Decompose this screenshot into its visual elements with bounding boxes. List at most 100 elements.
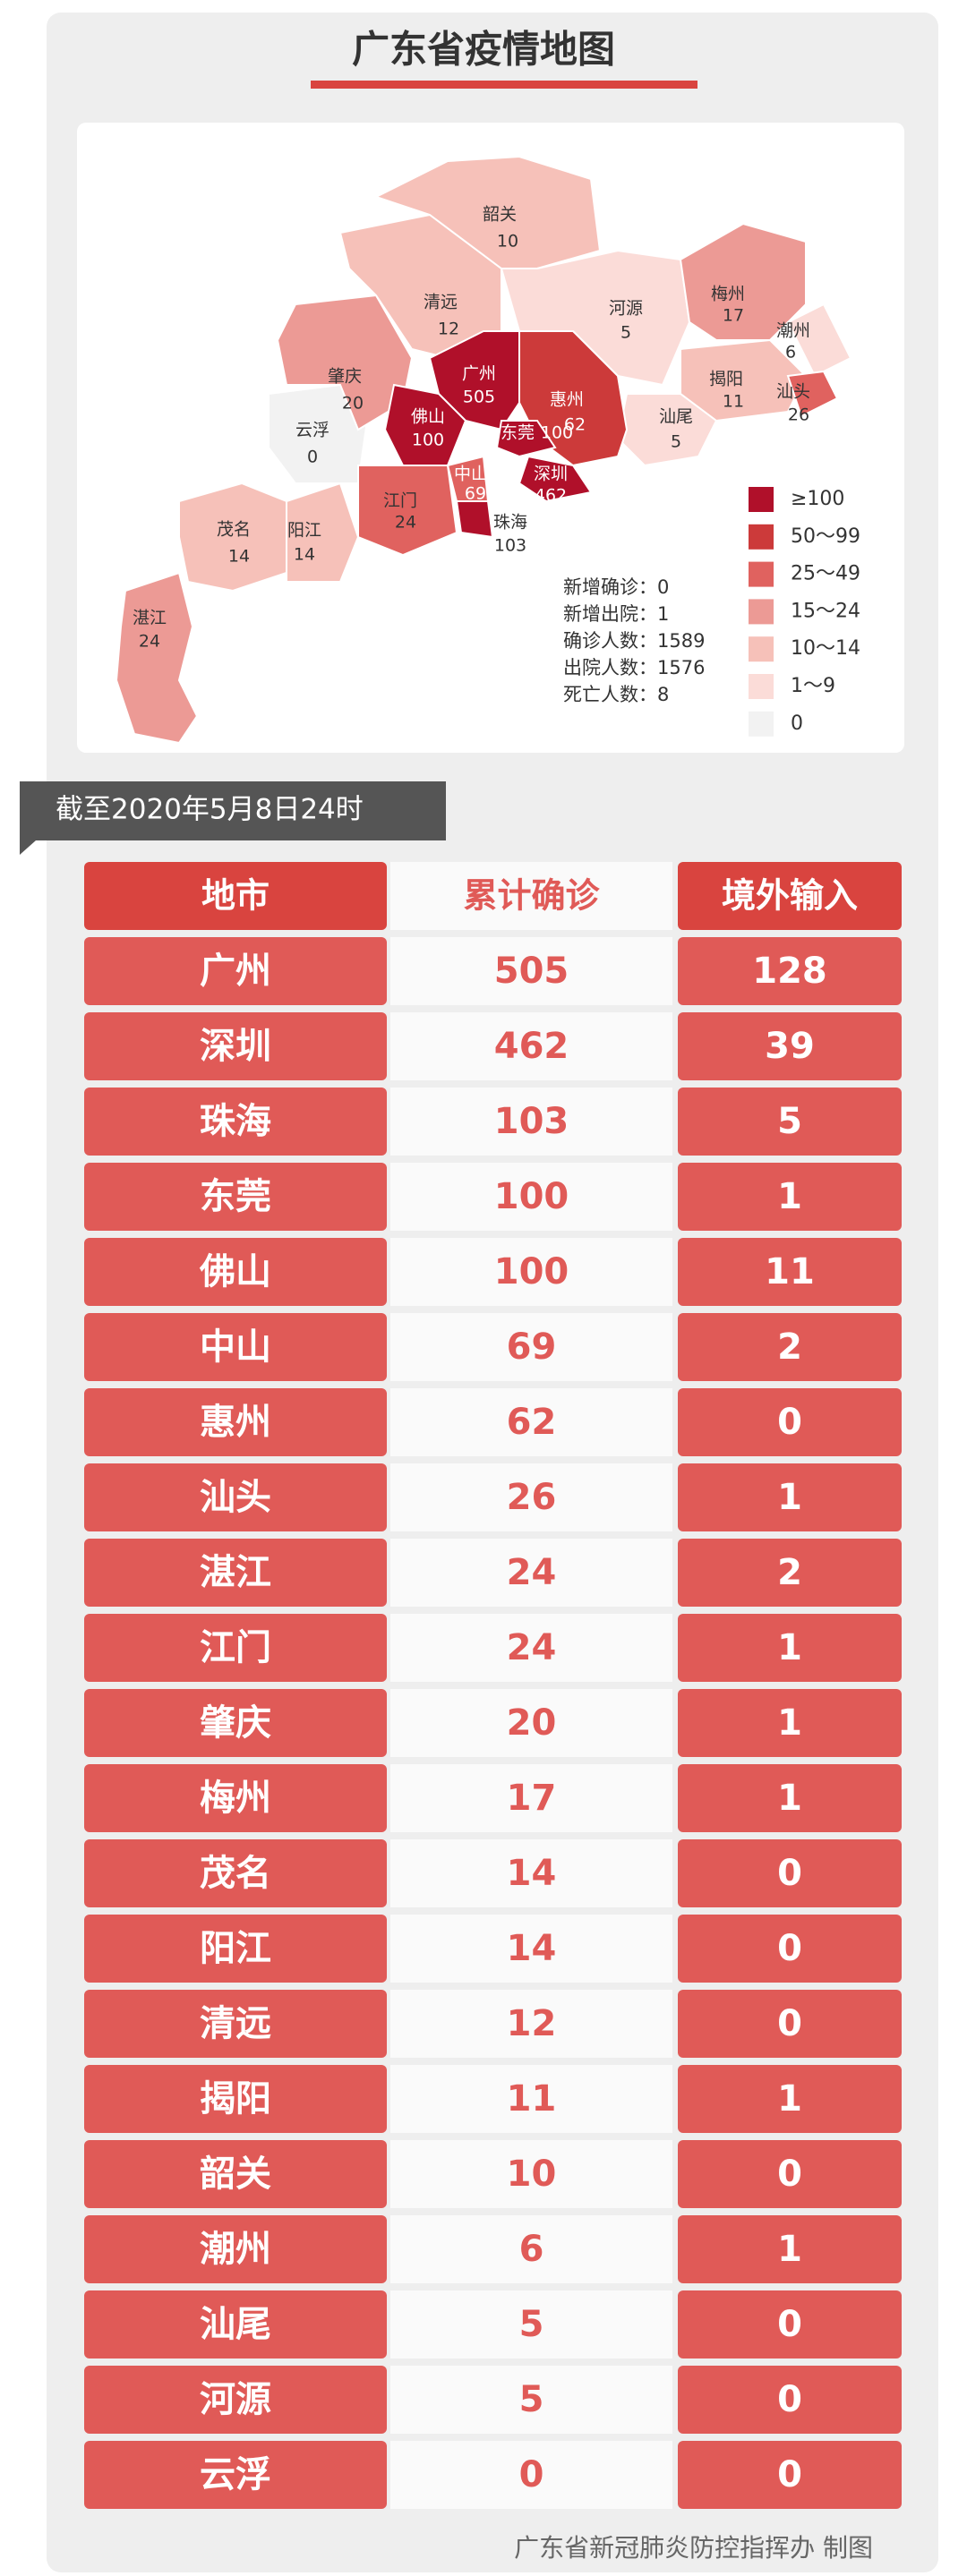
- header-cell: [84, 862, 387, 930]
- map-label-value: 10: [497, 232, 518, 252]
- table-cell: [678, 937, 902, 1005]
- header-text: 累计确诊: [463, 876, 600, 916]
- legend-swatch: [749, 487, 774, 512]
- stat-label: 新增出院：: [563, 603, 657, 625]
- stat: 死亡人数：8: [563, 684, 669, 705]
- map-label-name: 茂名: [217, 520, 251, 540]
- table-cell: [678, 1313, 902, 1381]
- legend-label: ≥100: [791, 488, 844, 510]
- cell-text: 0: [519, 2454, 544, 2495]
- table-cell: [390, 1915, 672, 1983]
- table-cell: [678, 1388, 902, 1456]
- table-cell: [390, 2441, 672, 2509]
- stat-label: 确诊人数：: [563, 630, 657, 652]
- cell-text: 62: [507, 1402, 557, 1443]
- map-label-name: 广州: [462, 364, 496, 384]
- cell-text: 江门: [200, 1627, 271, 1668]
- cell-text: 珠海: [200, 1101, 271, 1142]
- map-label-value: 6: [785, 343, 796, 363]
- table-cell: [390, 1238, 672, 1306]
- cell-text: 湛江: [200, 1552, 271, 1593]
- map-label-value: 100: [541, 423, 573, 443]
- cell-text: 100: [494, 1251, 569, 1292]
- map-label-name: 潮州: [776, 321, 810, 341]
- region: [518, 455, 593, 503]
- legend-swatch: [749, 524, 774, 550]
- cell-text: 5: [777, 1101, 802, 1142]
- table-cell: [678, 1689, 902, 1757]
- cell-text: 1: [777, 1176, 802, 1217]
- legend-label: 0: [791, 712, 803, 735]
- table-cell: [84, 1915, 387, 1983]
- region: [518, 330, 629, 467]
- legend-swatch: [749, 561, 774, 587]
- cell-text: 1: [777, 2078, 802, 2120]
- title-underline: [311, 81, 697, 89]
- table-cell: [678, 1990, 902, 2058]
- table-cell: [390, 2290, 672, 2358]
- stat-value: 0: [657, 576, 669, 598]
- cell-text: 0: [777, 1853, 802, 1894]
- stat-value: 1: [657, 603, 669, 625]
- cell-text: 5: [519, 2304, 544, 2345]
- cell-text: 广州: [200, 951, 271, 992]
- table-cell: [678, 1764, 902, 1832]
- cell-text: 505: [494, 951, 569, 992]
- legend-label: 10～14: [791, 637, 860, 660]
- table-cell: [390, 1539, 672, 1607]
- cell-text: 14: [507, 1853, 557, 1894]
- region: [786, 370, 839, 418]
- table-cell: [390, 1463, 672, 1531]
- region: [455, 500, 494, 539]
- cell-text: 11: [765, 1251, 815, 1292]
- region: [276, 294, 414, 431]
- table-cell: [390, 1088, 672, 1156]
- stat-value: 1576: [657, 657, 705, 678]
- cell-text: 1: [777, 1702, 802, 1744]
- region: [115, 571, 199, 745]
- cell-text: 中山: [200, 1326, 271, 1368]
- table-cell: [678, 2140, 902, 2208]
- table-cell: [678, 1163, 902, 1231]
- stat-label: 死亡人数：: [563, 684, 657, 705]
- cell-text: 11: [507, 2078, 557, 2120]
- cell-text: 汕头: [200, 1477, 271, 1518]
- table-cell: [678, 1539, 902, 1607]
- map-label-name: 湛江: [133, 609, 167, 628]
- table-cell: [678, 1839, 902, 1907]
- map-label-name: 肇庆: [328, 367, 362, 387]
- stat-label: 新增确诊：: [563, 576, 657, 598]
- table-cell: [390, 1163, 672, 1231]
- cell-text: 12: [507, 2003, 557, 2044]
- table-cell: [390, 2215, 672, 2283]
- cell-text: 清远: [200, 2003, 271, 2044]
- legend-swatch: [749, 711, 774, 737]
- table-cell: [390, 2140, 672, 2208]
- cell-text: 128: [752, 951, 827, 992]
- cell-text: 茂名: [200, 1853, 271, 1894]
- map-label-value: 5: [620, 323, 631, 343]
- cell-text: 24: [507, 1627, 557, 1668]
- table-cell: [390, 937, 672, 1005]
- legend-swatch: [749, 674, 774, 699]
- region: [495, 420, 557, 458]
- map-label-value: 24: [139, 632, 160, 652]
- region: [357, 465, 458, 557]
- table-cell: [84, 2065, 387, 2133]
- footer: 广东省新冠肺炎防控指挥办 制图: [514, 2533, 873, 2563]
- map: [115, 155, 852, 745]
- title: 广东省疫情地图: [352, 28, 615, 72]
- table-cell: [390, 2366, 672, 2434]
- stat: 出院人数：1576: [563, 657, 705, 678]
- table-cell: [678, 2065, 902, 2133]
- table-cell: [390, 1313, 672, 1381]
- legend-label: 1～9: [791, 675, 835, 697]
- table-cell: [84, 1539, 387, 1607]
- map-label-value: 12: [438, 320, 459, 339]
- map-label-value: 103: [494, 536, 526, 556]
- cell-text: 6: [519, 2229, 544, 2270]
- table-cell: [678, 1915, 902, 1983]
- map-label-value: 0: [307, 448, 318, 467]
- map-label-value: 69: [465, 484, 486, 504]
